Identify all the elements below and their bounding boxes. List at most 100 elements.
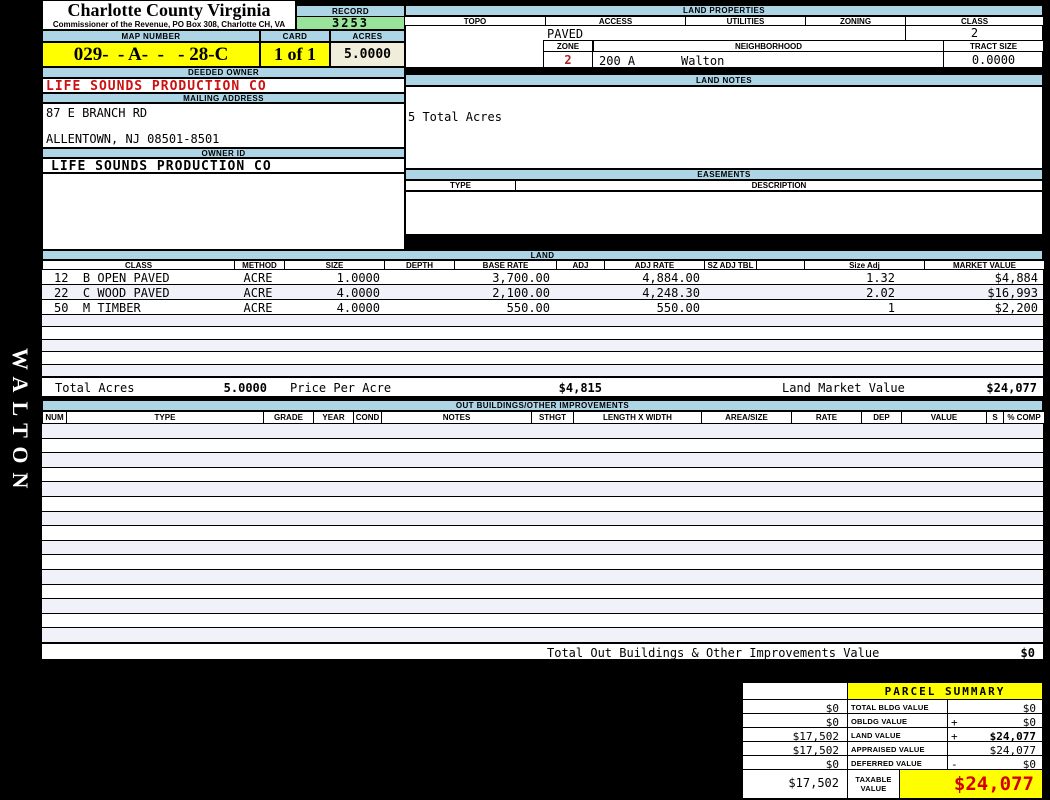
land-notes-box: 5 Total Acres <box>405 86 1043 169</box>
ob-col-dep: DEP <box>861 412 901 423</box>
parcel-summary-header-row: PARCEL SUMMARY <box>743 683 1042 700</box>
land-market-value-label: Land Market Value <box>782 381 905 395</box>
class-header: CLASS <box>905 16 1043 26</box>
land-col-base-rate: BASE RATE <box>454 261 556 270</box>
empty-row <box>42 339 1043 353</box>
ps-value: $24,077 <box>989 744 1036 757</box>
neighborhood-header: NEIGHBORHOOD <box>593 40 943 52</box>
land-empty-rows <box>42 315 1043 378</box>
map-number-label: MAP NUMBER <box>42 30 260 42</box>
empty-row <box>42 569 1043 585</box>
land-market-value-total: $24,077 <box>986 381 1037 395</box>
empty-row <box>42 315 1043 328</box>
empty-row <box>42 482 1043 497</box>
neighborhood-name: Walton <box>681 54 725 68</box>
ob-col-area-size: AREA/SIZE <box>701 412 791 423</box>
record-value: 3253 <box>296 16 405 30</box>
land-size-adj: 1.32 <box>866 271 895 285</box>
land-adj-rate: 4,884.00 <box>642 271 700 285</box>
empty-row <box>42 540 1043 556</box>
land-col-class: CLASS <box>43 261 234 270</box>
land-adj-rate: 4,248.30 <box>642 286 700 300</box>
land-class: 12 B OPEN PAVED <box>54 271 170 285</box>
land-size: 4.0000 <box>336 286 380 300</box>
deeded-owner-value: LIFE SOUNDS PRODUCTION CO <box>42 78 405 94</box>
land-col-blank <box>756 261 804 269</box>
ob-col-grade: GRADE <box>263 412 313 423</box>
empty-row <box>42 438 1043 454</box>
ps-left-value: $17,502 <box>743 728 848 743</box>
land-method: ACRE <box>243 286 273 300</box>
mailing-line2: ALLENTOWN, NJ 08501-8501 <box>46 132 220 146</box>
empty-row <box>42 424 1043 439</box>
acres-value: 5.0000 <box>330 42 405 67</box>
ob-total-label: Total Out Buildings & Other Improvements… <box>547 646 880 660</box>
taxable-value: $24,077 <box>953 773 1034 795</box>
ps-left-value: $0 <box>743 756 848 771</box>
ps-sign: - <box>951 758 958 771</box>
deeded-owner-label: DEEDED OWNER <box>42 67 405 78</box>
owner-id-value: LIFE SOUNDS PRODUCTION CO <box>42 158 405 174</box>
ps-row-obldg: $0 OBLDG VALUE + $0 <box>743 714 1042 729</box>
ob-col-type: TYPE <box>66 412 263 423</box>
ob-col-sthgt: STHGT <box>531 412 573 423</box>
land-market-value: $2,200 <box>994 301 1038 315</box>
ps-row-appraised: $17,502 APPRAISED VALUE $24,077 <box>743 741 1042 757</box>
out-buildings-header-row: NUM TYPE GRADE YEAR COND NOTES STHGT LEN… <box>42 411 1044 424</box>
empty-row <box>42 628 1043 643</box>
land-size-adj: 2.02 <box>866 286 895 300</box>
ps-label: TOTAL BLDG VALUE <box>848 700 948 713</box>
easements-box <box>405 191 1043 235</box>
land-col-size: SIZE <box>284 261 384 270</box>
ps-value: $0 <box>1022 716 1036 729</box>
land-adj-rate: 550.00 <box>656 301 700 315</box>
land-market-value: $4,884 <box>994 271 1038 285</box>
county-title-box: Charlotte County Virginia Commissioner o… <box>42 0 296 30</box>
neighborhood-code: 200 A <box>599 54 636 68</box>
map-number-value: 029- - A- - - 28-C <box>42 42 260 67</box>
ob-col-rate: RATE <box>791 412 861 423</box>
taxable-label: TAXABLE VALUE <box>848 770 900 798</box>
ob-col-s: S <box>986 412 1003 423</box>
land-col-adj-rate: ADJ RATE <box>604 261 704 270</box>
land-class: 22 C WOOD PAVED <box>54 286 170 300</box>
empty-row <box>42 555 1043 570</box>
total-acres-value: 5.0000 <box>223 381 267 395</box>
ob-col-notes: NOTES <box>381 412 531 423</box>
zone-value: 2 <box>543 52 593 68</box>
mailing-address-box: 87 E BRANCH RD ALLENTOWN, NJ 08501-8501 <box>42 103 405 148</box>
land-base-rate: 2,100.00 <box>492 286 550 300</box>
ps-value: $0 <box>1022 758 1036 771</box>
ps-label: OBLDG VALUE <box>848 714 948 727</box>
land-row: 22 C WOOD PAVED ACRE 4.0000 2,100.00 4,2… <box>42 285 1043 300</box>
easement-type-header: TYPE <box>405 180 515 191</box>
land-section-title: LAND <box>42 250 1043 260</box>
taxable-left-value: $17,502 <box>743 770 848 798</box>
zoning-header: ZONING <box>805 16 905 26</box>
land-col-size-adj: Size Adj <box>804 261 924 270</box>
land-size: 4.0000 <box>336 301 380 315</box>
land-class: 50 M TIMBER <box>54 301 141 315</box>
ps-sign: + <box>951 730 958 743</box>
ps-value: $0 <box>1022 702 1036 715</box>
land-base-rate: 3,700.00 <box>492 271 550 285</box>
land-col-adj: ADJ <box>556 261 604 270</box>
ps-row-total-bldg: $0 TOTAL BLDG VALUE $0 <box>743 700 1042 715</box>
out-buildings-empty-rows <box>42 424 1043 643</box>
land-method: ACRE <box>243 271 273 285</box>
empty-row <box>42 613 1043 629</box>
utilities-header: UTILITIES <box>685 16 805 26</box>
ps-label: DEFERRED VALUE <box>848 756 948 769</box>
ob-col-pct-comp: % COMP <box>1003 412 1044 423</box>
neighborhood-value: 200 A Walton <box>593 54 943 68</box>
ob-col-length-width: LENGTH X WIDTH <box>573 412 701 423</box>
county-subtitle: Commissioner of the Revenue, PO Box 308,… <box>52 20 286 29</box>
parcel-summary-title: PARCEL SUMMARY <box>848 683 1042 699</box>
price-per-acre-label: Price Per Acre <box>290 381 392 395</box>
out-buildings-title: OUT BUILDINGS/OTHER IMPROVEMENTS <box>42 400 1043 411</box>
access-value: PAVED <box>547 27 584 41</box>
class-value: 2 <box>905 26 1043 40</box>
land-size: 1.0000 <box>336 271 380 285</box>
out-buildings-total-row: Total Out Buildings & Other Improvements… <box>42 643 1043 660</box>
tract-size-header: TRACT SIZE <box>943 40 1043 52</box>
